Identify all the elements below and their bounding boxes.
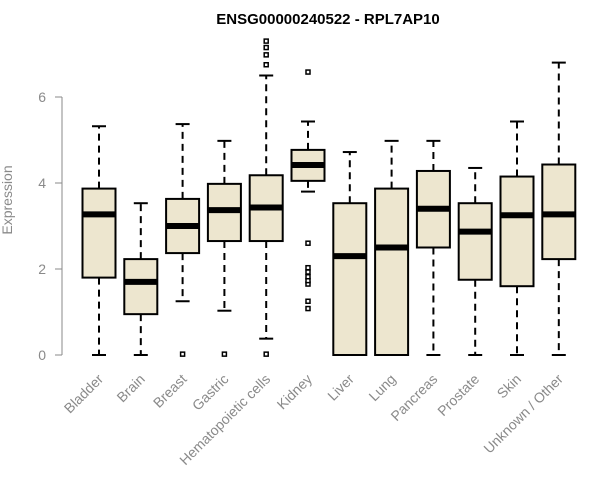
outlier-point: [305, 69, 311, 75]
box-breast: [165, 123, 201, 357]
x-category-label: Brain: [113, 371, 147, 405]
box-gastric: [206, 139, 242, 357]
box-hematopoietic-cells: [248, 38, 284, 357]
chart-title: ENSG00000240522 - RPL7AP10: [216, 11, 439, 28]
outlier-point: [179, 351, 186, 357]
outlier-point: [305, 264, 311, 271]
outlier-point: [263, 351, 269, 357]
outlier-point: [305, 305, 311, 312]
iqr-box: [81, 187, 117, 279]
box-liver: [332, 151, 368, 356]
iqr-box: [457, 202, 493, 281]
outlier-point: [221, 351, 228, 357]
x-category-label: Lung: [365, 371, 398, 404]
box-kidney: [290, 69, 326, 312]
outlier-point: [263, 44, 269, 51]
x-category-label: Unknown / Other: [480, 371, 566, 457]
y-axis-label: Expression: [0, 165, 15, 234]
x-category-label: Liver: [324, 371, 357, 404]
outlier-point: [263, 62, 269, 68]
y-tick-label: 4: [38, 175, 46, 191]
box-lung: [374, 139, 410, 356]
box-brain: [123, 202, 159, 356]
x-category-label: Kidney: [274, 371, 316, 413]
box-unknown-other: [541, 61, 577, 356]
outlier-point: [305, 298, 311, 304]
x-category-label: Prostate: [434, 371, 482, 419]
box-skin: [499, 120, 535, 356]
box-pancreas: [415, 139, 451, 356]
outlier-point: [263, 52, 269, 58]
outlier-point: [305, 273, 311, 280]
x-category-label: Bladder: [61, 371, 107, 417]
x-category-label: Breast: [150, 371, 190, 411]
boxes-group: [81, 38, 577, 357]
y-axis: 0 2 4 6: [38, 89, 63, 363]
iqr-box: [374, 187, 410, 356]
y-tick-label: 6: [38, 89, 46, 105]
iqr-box: [123, 258, 159, 316]
iqr-box: [332, 202, 368, 356]
box-bladder: [81, 125, 117, 356]
outlier-point: [263, 38, 269, 44]
iqr-box: [499, 175, 535, 288]
y-tick-label: 2: [38, 261, 46, 277]
box-prostate: [457, 166, 493, 356]
y-tick-label: 0: [38, 347, 46, 363]
outlier-point: [305, 240, 311, 246]
outlier-point: [305, 269, 311, 275]
x-category-label: Skin: [494, 371, 525, 402]
